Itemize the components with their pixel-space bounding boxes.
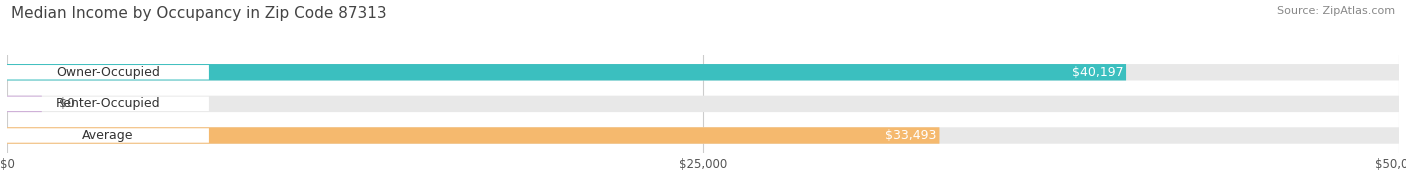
Text: Median Income by Occupancy in Zip Code 87313: Median Income by Occupancy in Zip Code 8…	[11, 6, 387, 21]
Text: $40,197: $40,197	[1071, 66, 1123, 79]
FancyBboxPatch shape	[3, 65, 209, 80]
Text: Source: ZipAtlas.com: Source: ZipAtlas.com	[1277, 6, 1395, 16]
FancyBboxPatch shape	[7, 127, 939, 144]
Text: $0: $0	[59, 97, 75, 110]
Text: Renter-Occupied: Renter-Occupied	[56, 97, 160, 110]
FancyBboxPatch shape	[7, 64, 1126, 81]
FancyBboxPatch shape	[7, 64, 1399, 81]
FancyBboxPatch shape	[7, 127, 1399, 144]
FancyBboxPatch shape	[7, 96, 42, 112]
FancyBboxPatch shape	[7, 96, 1399, 112]
Text: $33,493: $33,493	[886, 129, 936, 142]
FancyBboxPatch shape	[3, 128, 209, 143]
Text: Average: Average	[82, 129, 134, 142]
Text: Owner-Occupied: Owner-Occupied	[56, 66, 160, 79]
FancyBboxPatch shape	[3, 97, 209, 111]
